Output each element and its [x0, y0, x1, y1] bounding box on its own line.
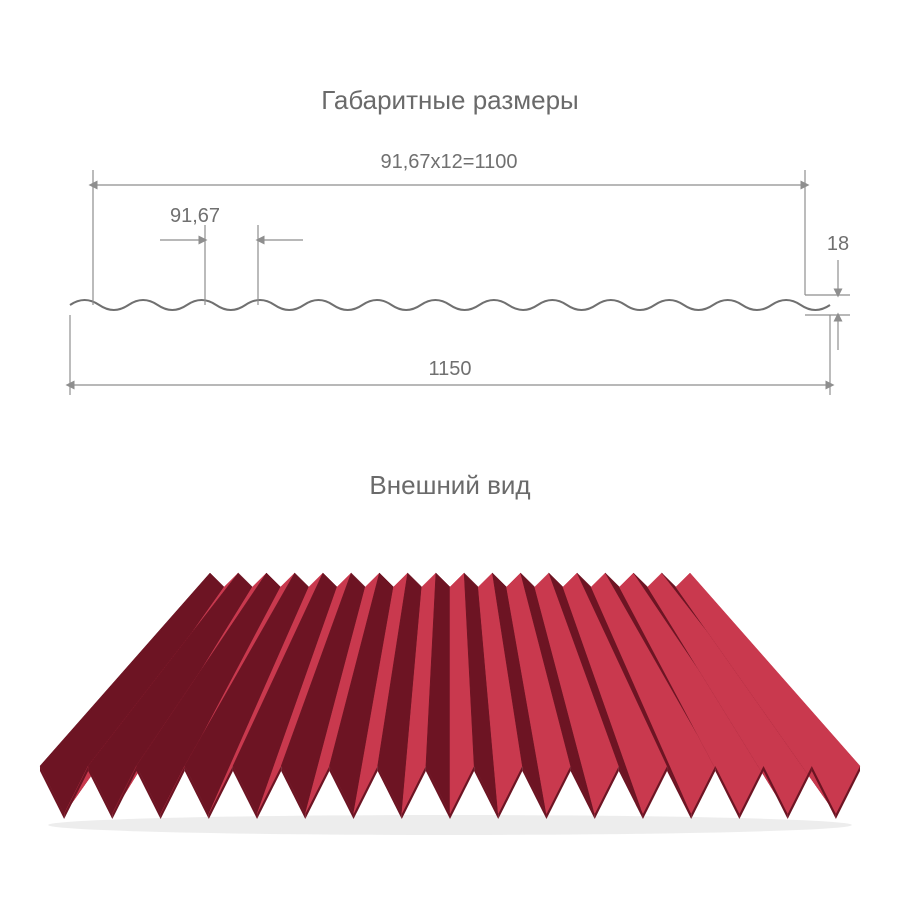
dim-pitch-label: 91,67 [170, 205, 220, 227]
dim-pitch: 91,67 [160, 205, 303, 305]
dimension-drawing: 91,67х12=1100 91,67 18 1150 [0, 130, 900, 430]
appearance-isometric [0, 520, 900, 860]
dim-height: 18 [805, 233, 850, 350]
title-appearance: Внешний вид [0, 470, 900, 501]
dim-height-label: 18 [827, 233, 849, 255]
dim-overall-label: 1150 [428, 358, 471, 380]
dim-overall-width: 1150 [70, 315, 830, 395]
dim-effective-width: 91,67х12=1100 [93, 151, 805, 305]
diagram-container: Габаритные размеры 91,67х12=1100 [0, 0, 900, 900]
title-dimensions: Габаритные размеры [0, 85, 900, 116]
dim-effective-width-label: 91,67х12=1100 [381, 151, 518, 173]
